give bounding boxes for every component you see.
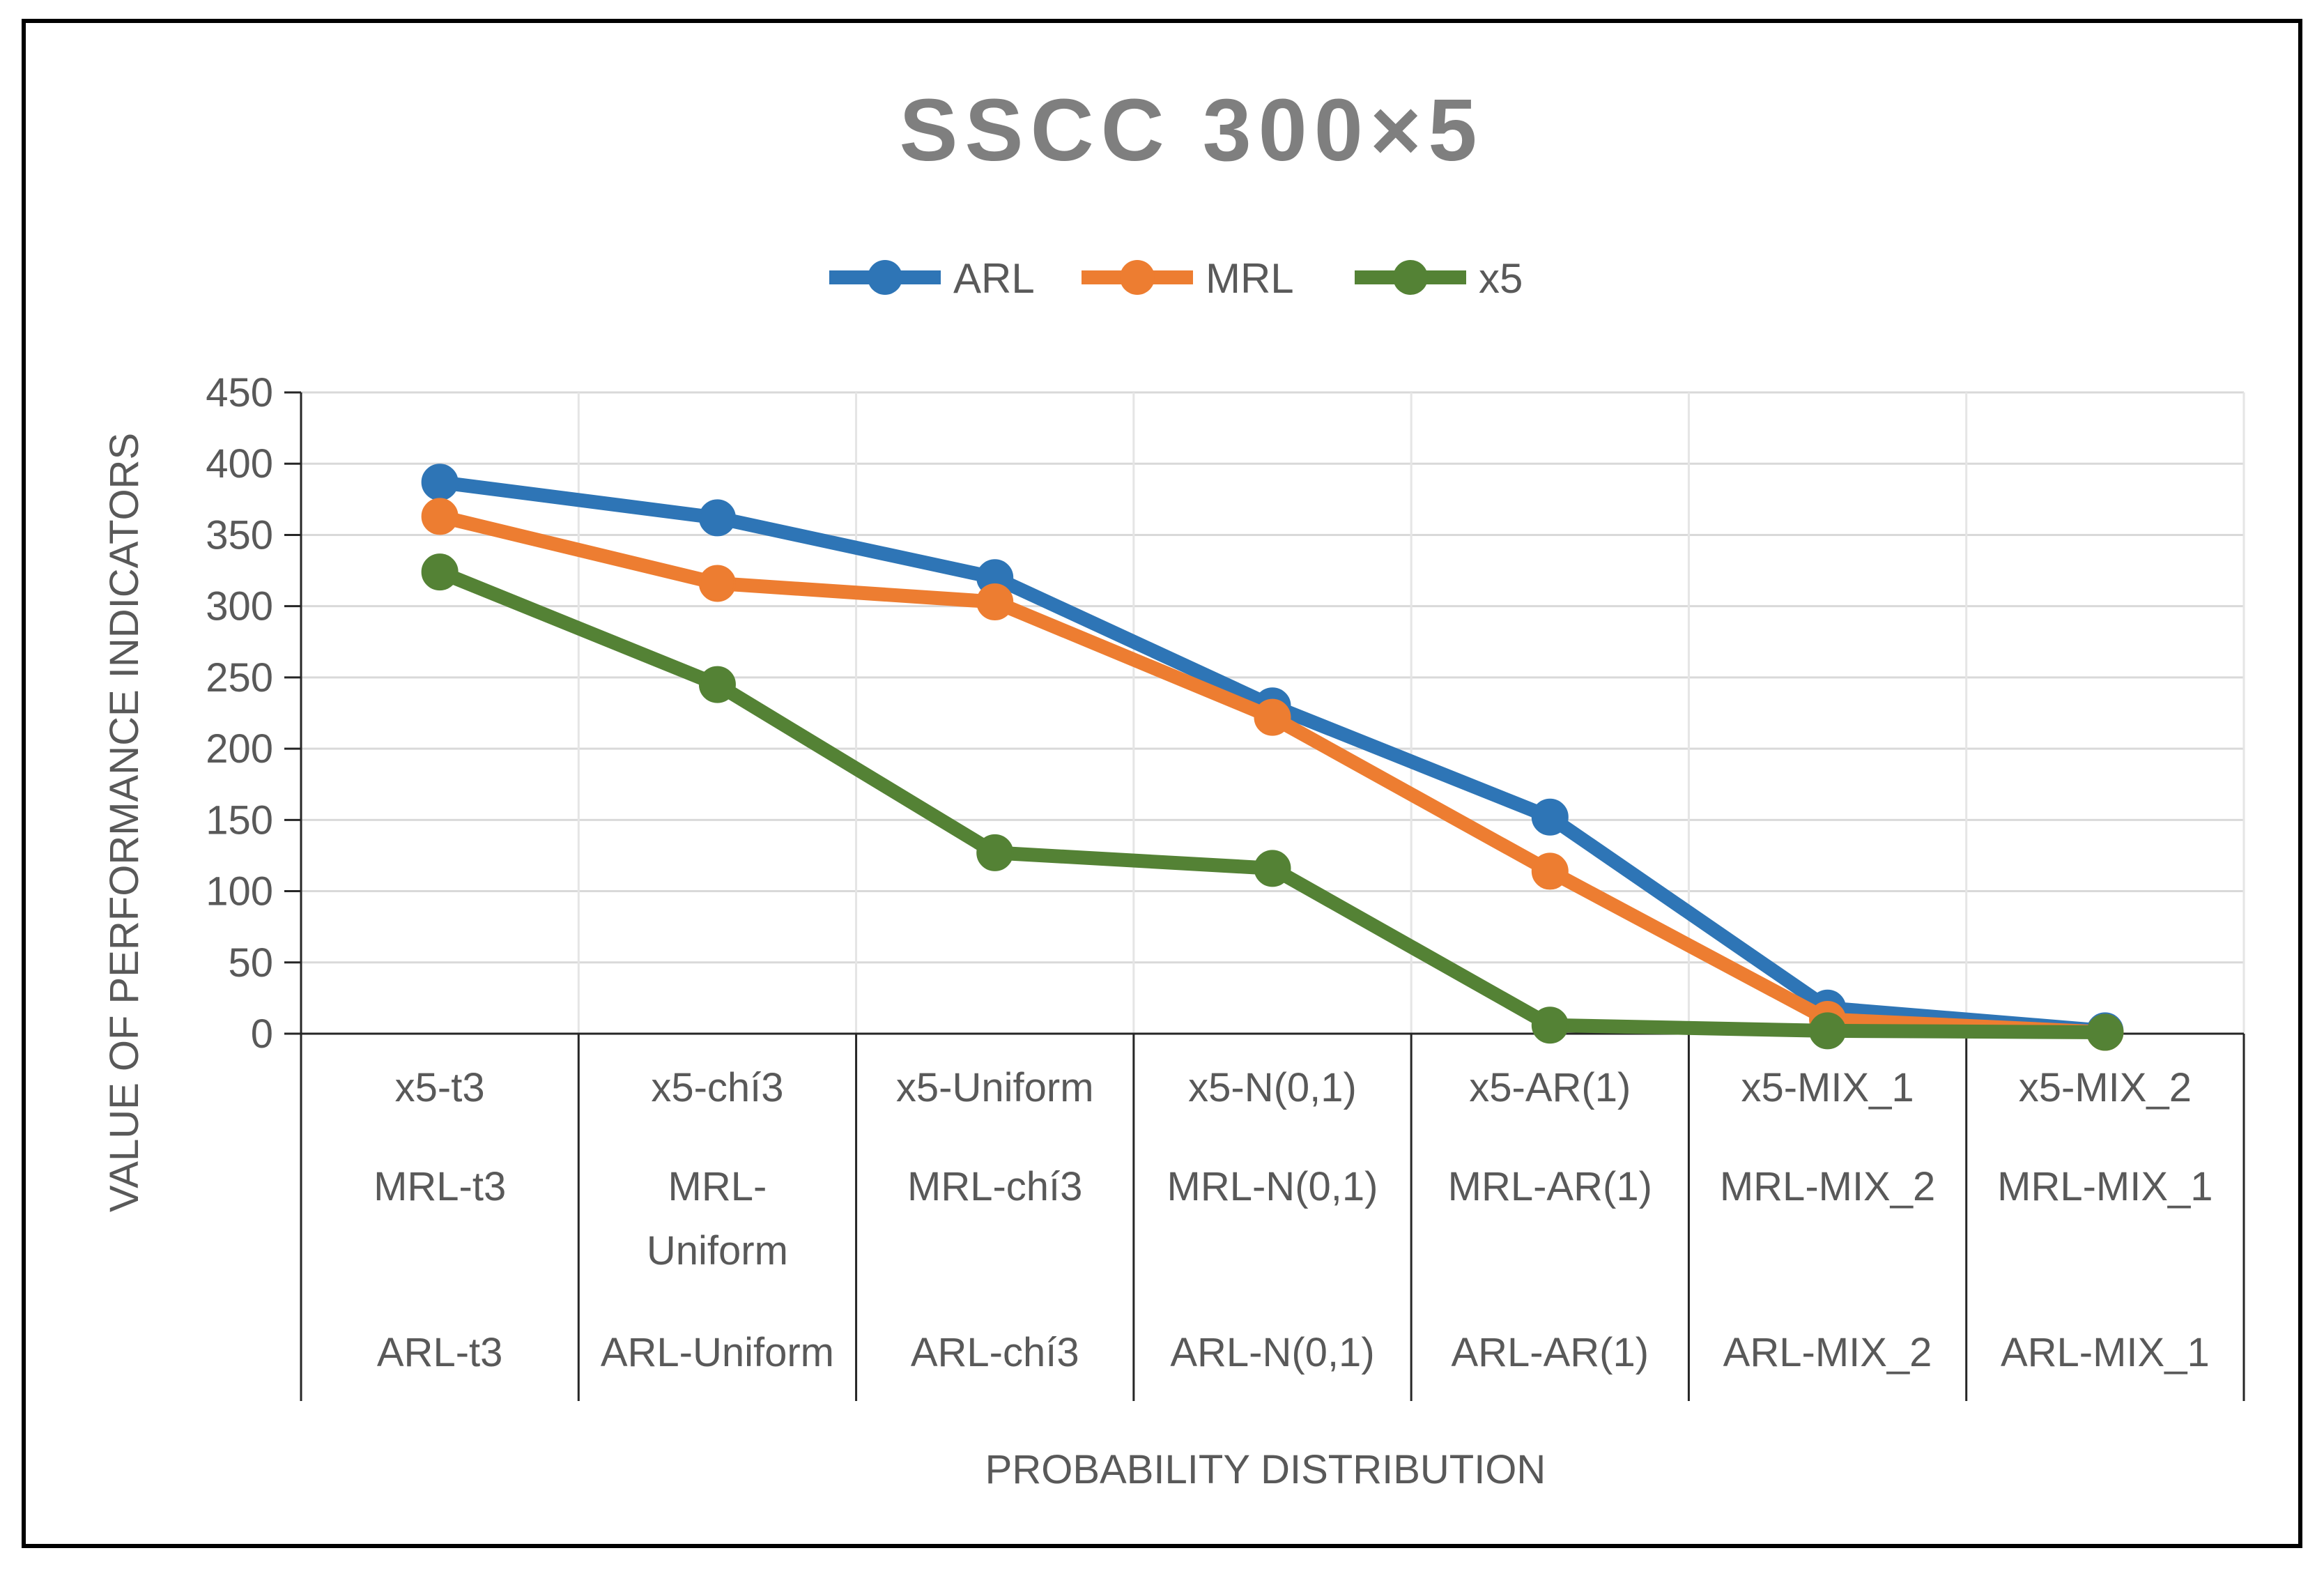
y-tick-label: 100	[206, 869, 273, 914]
legend-marker-mrl	[1120, 260, 1155, 295]
y-tick-label: 50	[228, 940, 273, 986]
chart-border	[22, 19, 2302, 1548]
y-tick-label: 250	[206, 655, 273, 701]
legend-marker-arl	[868, 260, 902, 295]
chart-title: SSCC 300×5	[900, 81, 1484, 179]
category-label: MRL-MIX_2	[1720, 1164, 1935, 1209]
category-label: MRL-Uniform	[647, 1164, 788, 1273]
category-label: x5-MIX_2	[2019, 1065, 2192, 1110]
category-label: MRL-N(0,1)	[1167, 1164, 1378, 1209]
legend-label-mrl: MRL	[1206, 255, 1294, 302]
legend-label-x5: x5	[1479, 255, 1523, 302]
category-label: MRL-AR(1)	[1448, 1164, 1652, 1209]
data-point-arl	[1531, 798, 1569, 836]
gridlines	[300, 391, 2245, 1035]
category-label: MRL-chí3	[907, 1164, 1082, 1209]
data-point-x5	[1809, 1012, 1847, 1050]
category-axis: x5-t3 x5-chí3 x5-Uniform x5-N(0,1) x5-AR(1) x…	[300, 1034, 2245, 1401]
y-tick-label: 400	[206, 441, 273, 487]
data-point-mrl	[421, 498, 459, 535]
data-point-mrl	[1254, 698, 1291, 736]
category-label: ARL-N(0,1)	[1170, 1330, 1374, 1375]
legend: ARL MRL x5	[829, 255, 1523, 302]
y-axis-title: VALUE OF PERFORMANCE INDICATORS	[102, 433, 147, 1212]
data-point-arl	[698, 499, 736, 537]
data-point-mrl	[698, 565, 736, 602]
y-tick-label: 0	[251, 1011, 273, 1057]
category-label: x5-Uniform	[896, 1065, 1094, 1110]
data-point-x5	[421, 553, 459, 591]
data-point-x5	[2086, 1013, 2124, 1051]
category-label: ARL-t3	[377, 1330, 503, 1375]
category-label: ARL-MIX_2	[1723, 1330, 1932, 1375]
data-point-mrl	[976, 583, 1014, 621]
y-tick-label: 200	[206, 726, 273, 772]
y-axis-ticks: 0 50 100 150 200 250 300 350 400 450	[206, 370, 301, 1057]
y-tick-label: 150	[206, 797, 273, 843]
category-label: ARL-AR(1)	[1451, 1330, 1649, 1375]
y-tick-label: 350	[206, 512, 273, 558]
y-tick-label: 300	[206, 584, 273, 629]
series-lines	[421, 464, 2124, 1051]
data-point-arl	[421, 464, 459, 501]
category-label: ARL-Uniform	[601, 1330, 834, 1375]
category-label: ARL-MIX_1	[2001, 1330, 2210, 1375]
category-label: MRL-t3	[374, 1164, 506, 1209]
category-label: MRL-MIX_1	[1997, 1164, 2213, 1209]
y-tick-label: 450	[206, 370, 273, 415]
data-point-x5	[1531, 1007, 1569, 1044]
data-point-x5	[698, 666, 736, 703]
legend-label-arl: ARL	[953, 255, 1035, 302]
category-label: x5-N(0,1)	[1188, 1065, 1357, 1110]
data-point-x5	[976, 834, 1014, 871]
category-label: x5-chí3	[651, 1065, 783, 1110]
x-axis-title: PROBABILITY DISTRIBUTION	[985, 1447, 1546, 1492]
data-point-mrl	[1531, 852, 1569, 890]
data-point-x5	[1254, 850, 1291, 887]
category-label: x5-AR(1)	[1469, 1065, 1631, 1110]
category-label: x5-MIX_1	[1741, 1065, 1914, 1110]
category-label: ARL-chí3	[911, 1330, 1079, 1375]
category-label: x5-t3	[395, 1065, 485, 1110]
legend-marker-x5	[1393, 260, 1428, 295]
